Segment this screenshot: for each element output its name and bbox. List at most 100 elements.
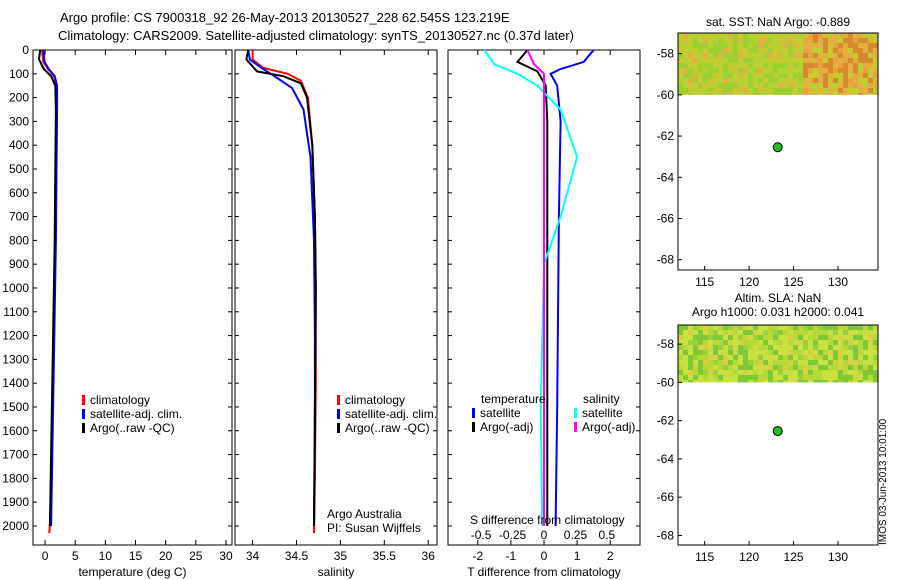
sst_map-cell — [703, 83, 708, 88]
sla_map-ytick-label: -64 — [657, 452, 675, 466]
sst_map-cell — [828, 63, 833, 68]
sst_map-cell — [703, 88, 708, 93]
sla_map-cell — [753, 335, 758, 340]
sst_map-cell — [848, 53, 853, 58]
temperature-series-line — [37, 49, 57, 527]
sst_map-cell — [793, 43, 798, 48]
sst_map-cell — [803, 68, 808, 73]
sla_map-cell — [678, 345, 683, 350]
sst_map-cell — [708, 48, 713, 53]
sla_map-cell — [753, 375, 758, 380]
sla_map-cell — [833, 365, 838, 370]
temperature-series-line — [42, 49, 59, 527]
sst_map-cell — [728, 88, 733, 93]
sst_map-cell — [823, 73, 828, 78]
sla_map-cell — [853, 350, 858, 355]
sst_map-cell — [713, 73, 718, 78]
sst_map-cell — [788, 73, 793, 78]
sst_map-cell — [718, 73, 723, 78]
sla_map-cell — [828, 360, 833, 365]
sst_map-cell — [723, 68, 728, 73]
sla_map-cell — [858, 345, 863, 350]
sst_map-cell — [768, 68, 773, 73]
sst_map-cell — [818, 88, 823, 93]
sst_map-cell — [683, 73, 688, 78]
sst_map-cell — [748, 38, 753, 43]
sla_map-cell — [833, 380, 838, 383]
sst_map-cell — [753, 53, 758, 58]
sst_map-cell — [688, 53, 693, 58]
sst_map-cell — [683, 43, 688, 48]
sst_map-cell — [713, 63, 718, 68]
sst_map-cell — [848, 93, 853, 95]
sst_map-cell — [773, 93, 778, 95]
sla_map-cell — [718, 355, 723, 360]
sst_map-cell — [763, 58, 768, 63]
sst_map-cell — [733, 43, 738, 48]
sst_map-cell — [683, 53, 688, 58]
sst_map-cell — [843, 43, 848, 48]
sst_map-cell — [818, 93, 823, 95]
sst_map-cell — [808, 53, 813, 58]
sst_map-ytick-label: -64 — [657, 170, 675, 184]
sla_map-cell — [763, 345, 768, 350]
sla_map-cell — [838, 325, 843, 330]
sst_map-cell — [788, 58, 793, 63]
sst_map-cell — [768, 83, 773, 88]
difference-xtick-label: 2 — [607, 549, 614, 563]
sst_map-cell — [828, 43, 833, 48]
sst_map-cell — [808, 38, 813, 43]
sla_map-cell — [703, 355, 708, 360]
sst_map-cell — [848, 48, 853, 53]
sst_map-cell — [848, 63, 853, 68]
sst_map-cell — [703, 58, 708, 63]
sla_map-cell — [828, 380, 833, 383]
sst_map-cell — [863, 53, 868, 58]
sst_map-cell — [813, 68, 818, 73]
sla_map-cell — [718, 325, 723, 330]
sla_map-cell — [683, 365, 688, 370]
sst_map-cell — [733, 38, 738, 43]
sst_map-cell — [873, 43, 878, 48]
sla_map-cell — [828, 330, 833, 335]
sla_map-cell — [708, 345, 713, 350]
sla_map-cell — [693, 380, 698, 383]
sst_map-cell — [858, 43, 863, 48]
sst_map-cell — [698, 38, 703, 43]
sst_map-cell — [688, 38, 693, 43]
sst_map-cell — [813, 78, 818, 83]
sla_map-cell — [798, 340, 803, 345]
sst_map-cell — [723, 38, 728, 43]
sst_map-cell — [683, 33, 688, 38]
sst_map-cell — [728, 78, 733, 83]
sla_map-subtitle: Argo h1000: 0.031 h2000: 0.041 — [692, 305, 864, 319]
sla_map-cell — [713, 340, 718, 345]
sla_map-cell — [868, 360, 873, 365]
sst_map-cell — [688, 83, 693, 88]
sst_map-cell — [823, 63, 828, 68]
sla_map-cell — [818, 380, 823, 383]
sla_map-cell — [728, 345, 733, 350]
sla_map-cell — [863, 330, 868, 335]
sla_map-cell — [768, 325, 773, 330]
sst_map-cell — [688, 43, 693, 48]
sst_map-cell — [858, 58, 863, 63]
sst_map-cell — [693, 68, 698, 73]
sla_map-cell — [693, 325, 698, 330]
sst_map-cell — [768, 78, 773, 83]
sla_map-cell — [758, 370, 763, 375]
sla_map-cell — [808, 355, 813, 360]
sst_map-xtick-label: 115 — [695, 275, 714, 289]
sla_map-cell — [778, 355, 783, 360]
sst_map-cell — [698, 53, 703, 58]
sla_map-cell — [763, 380, 768, 383]
sst_map-cell — [818, 63, 823, 68]
sla_map-cell — [853, 355, 858, 360]
salinity-legend-label: climatology — [345, 393, 405, 407]
salinity-xtick-label: 35 — [334, 549, 348, 563]
sla_map-cell — [683, 370, 688, 375]
sst_map-frame — [677, 32, 879, 271]
temperature-xtick-label: 30 — [219, 549, 233, 563]
sla_map-cell — [748, 345, 753, 350]
sla_map-cell — [753, 325, 758, 330]
